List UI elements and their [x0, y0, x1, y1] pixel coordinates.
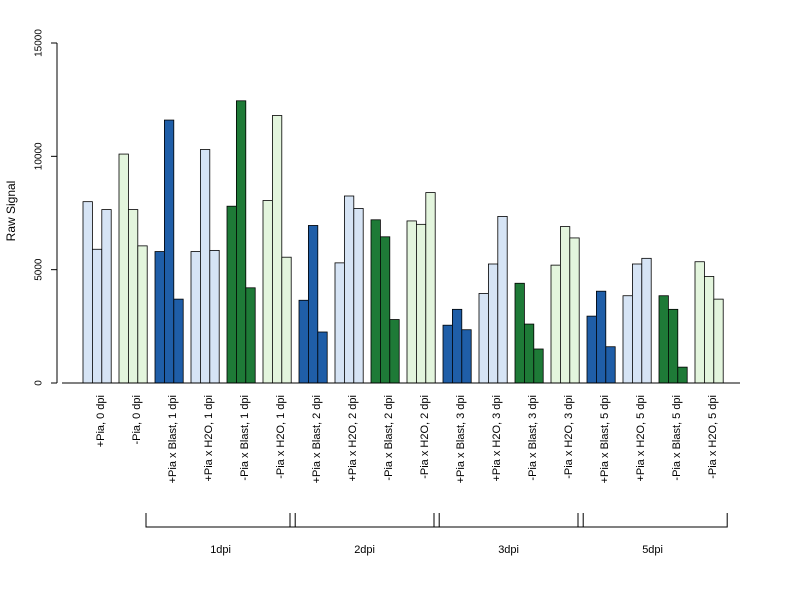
bar	[586, 315, 597, 384]
category-label: -Pia, 0 dpi	[131, 395, 143, 445]
category-label: -Pia x Blast, 1 dpi	[239, 395, 251, 481]
category-label: +Pia x Blast, 1 dpi	[167, 395, 179, 483]
bars	[82, 100, 724, 384]
category-label: -Pia x H2O, 1 dpi	[275, 395, 287, 479]
bar	[596, 290, 607, 384]
bar	[605, 346, 616, 384]
group-label: 2dpi	[354, 544, 375, 556]
category-label: +Pia x H2O, 1 dpi	[203, 395, 215, 482]
category-label: +Pia x Blast, 5 dpi	[599, 395, 611, 483]
bar	[262, 200, 273, 384]
category-label: -Pia x Blast, 5 dpi	[671, 395, 683, 481]
category-label: -Pia x Blast, 2 dpi	[383, 395, 395, 481]
bar	[307, 225, 319, 384]
bar	[334, 262, 345, 384]
bar	[442, 324, 453, 384]
bar	[173, 298, 184, 384]
bar	[694, 261, 705, 384]
bar	[524, 323, 535, 384]
bar	[497, 215, 508, 384]
bar	[226, 205, 237, 384]
bar	[533, 348, 544, 384]
y-tick-label: 5000	[34, 258, 45, 281]
category-labels: +Pia, 0 dpi -Pia, 0 dpi +Pia x Blast, 1 dp…	[95, 395, 719, 483]
bar	[92, 248, 103, 384]
group-bracket	[289, 513, 440, 528]
bar	[370, 219, 381, 384]
group-brackets: 1dpi 2dpi 3dpi 5dpi	[145, 513, 728, 556]
bar	[101, 209, 112, 384]
bar	[245, 287, 256, 384]
bar	[622, 295, 633, 384]
y-tick-label: 10000	[34, 142, 45, 170]
bar	[281, 256, 292, 384]
bar	[677, 366, 688, 384]
bar	[209, 249, 220, 384]
bar	[353, 208, 364, 384]
category-label: -Pia x H2O, 3 dpi	[563, 395, 575, 479]
y-axis: 0 5000 10000 15000	[34, 29, 58, 386]
bar	[190, 251, 201, 384]
bar	[641, 257, 652, 384]
bar	[235, 100, 247, 384]
bar	[569, 237, 580, 384]
bar	[199, 149, 211, 384]
group-bracket	[433, 513, 584, 528]
y-tick-label: 15000	[34, 29, 45, 57]
bar	[137, 245, 148, 384]
bar	[127, 209, 139, 384]
bar	[154, 251, 165, 384]
bar	[343, 195, 355, 384]
bar	[560, 226, 571, 384]
bar	[415, 223, 427, 384]
category-label: +Pia x H2O, 5 dpi	[635, 395, 647, 482]
bar	[461, 329, 472, 384]
category-label: -Pia x H2O, 5 dpi	[707, 395, 719, 479]
category-label: +Pia x H2O, 2 dpi	[347, 395, 359, 482]
bar	[713, 298, 724, 384]
category-label: +Pia x Blast, 3 dpi	[455, 395, 467, 483]
group-bracket	[145, 513, 296, 528]
bar	[478, 293, 489, 384]
y-tick-label: 0	[34, 380, 45, 386]
y-axis-title: Raw Signal	[4, 181, 18, 242]
bar	[425, 192, 436, 384]
category-label: +Pia x Blast, 2 dpi	[311, 395, 323, 483]
bar	[668, 308, 679, 384]
bar	[82, 201, 93, 384]
group-label: 1dpi	[210, 544, 231, 556]
group-bracket	[577, 513, 728, 528]
bar	[298, 299, 309, 384]
group-label: 3dpi	[498, 544, 519, 556]
bar	[550, 264, 561, 384]
bar	[379, 236, 391, 384]
bar	[406, 220, 417, 384]
category-label: +Pia x H2O, 3 dpi	[491, 395, 503, 482]
bar	[632, 263, 643, 384]
bar	[514, 282, 525, 384]
group-label: 5dpi	[642, 544, 663, 556]
bar	[271, 115, 283, 384]
bar	[163, 119, 175, 384]
bar	[317, 331, 328, 384]
category-label: -Pia x Blast, 3 dpi	[527, 395, 539, 481]
category-label: +Pia, 0 dpi	[95, 395, 107, 447]
bar	[704, 276, 715, 384]
category-label: -Pia x H2O, 2 dpi	[419, 395, 431, 479]
bar	[451, 308, 463, 384]
bar	[658, 295, 669, 384]
bar	[118, 153, 129, 384]
bar	[487, 263, 499, 384]
bar	[389, 319, 400, 384]
